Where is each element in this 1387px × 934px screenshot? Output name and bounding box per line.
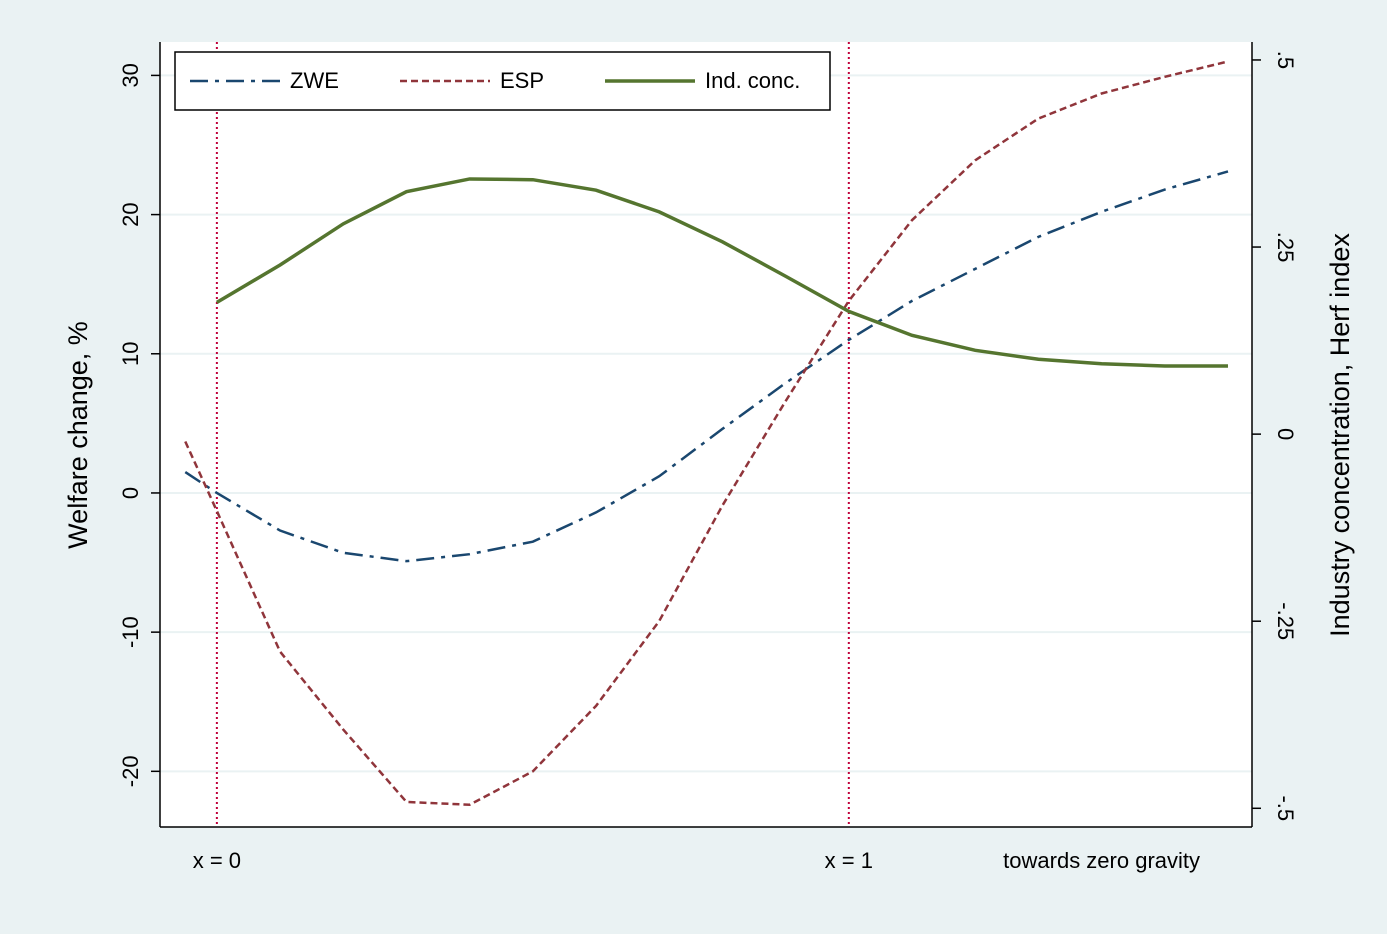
series-line bbox=[215, 177, 1228, 368]
legend-label: ESP bbox=[500, 68, 544, 93]
legend-box bbox=[174, 51, 831, 111]
y2-tick-label: 0 bbox=[1273, 428, 1298, 440]
plot-area bbox=[160, 42, 1252, 827]
y-tick-label: 10 bbox=[118, 342, 143, 366]
series-line bbox=[184, 60, 1229, 806]
y-axis-title: Welfare change, % bbox=[63, 321, 93, 549]
x-tick-label: towards zero gravity bbox=[1003, 848, 1200, 873]
y2-tick-label: .25 bbox=[1273, 232, 1298, 263]
x-tick-label: x = 0 bbox=[193, 848, 241, 873]
x-tick-label: x = 1 bbox=[825, 848, 873, 873]
series-line bbox=[184, 170, 1229, 563]
y2-tick-label: -.5 bbox=[1273, 795, 1298, 821]
y-tick-label: 0 bbox=[118, 487, 143, 499]
y-tick-label: 20 bbox=[118, 202, 143, 226]
y2-axis-title: Industry concentration, Herf index bbox=[1325, 233, 1355, 637]
y-tick-label: 30 bbox=[118, 63, 143, 87]
legend-label: Ind. conc. bbox=[705, 68, 800, 93]
y2-tick-label: -.25 bbox=[1273, 602, 1298, 640]
y-tick-label: -10 bbox=[118, 616, 143, 648]
y2-tick-label: .5 bbox=[1273, 51, 1298, 69]
legend-label: ZWE bbox=[290, 68, 339, 93]
y-tick-label: -20 bbox=[118, 755, 143, 787]
